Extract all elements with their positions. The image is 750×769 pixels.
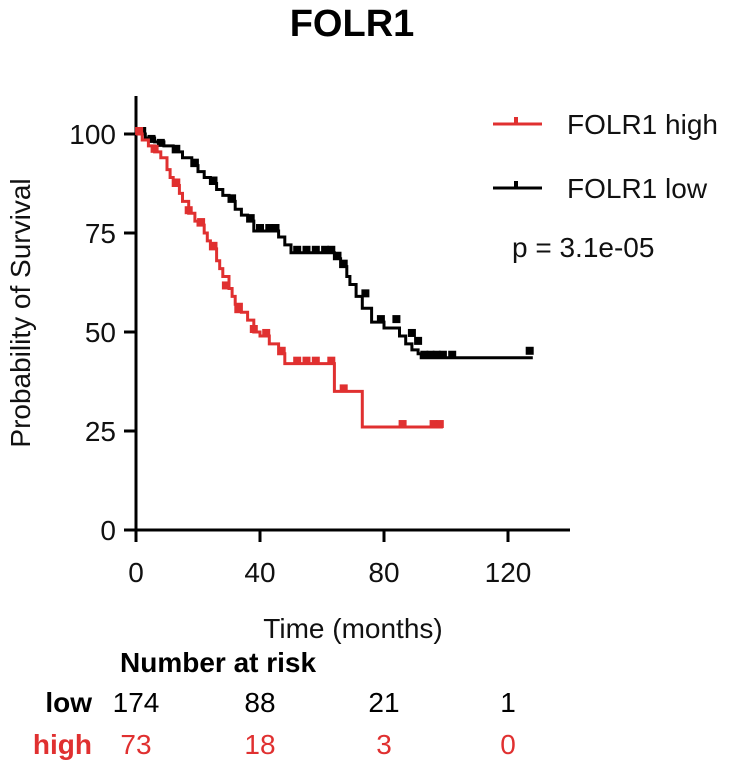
p-value-annotation: p = 3.1e-05 xyxy=(512,232,654,263)
legend-item-low: FOLR1 low xyxy=(493,173,708,204)
censor-mark-high xyxy=(302,356,311,365)
censor-mark-low xyxy=(172,144,181,153)
risk-table-title: Number at risk xyxy=(120,647,316,678)
x-tick-label: 80 xyxy=(368,557,399,588)
risk-value: 3 xyxy=(376,729,392,760)
x-axis-ticks: 0 40 80 120 xyxy=(128,530,531,588)
risk-row-low: low 174 88 21 1 xyxy=(45,687,515,718)
censor-mark-low xyxy=(432,350,441,359)
y-tick-label: 0 xyxy=(100,515,116,546)
series-layer xyxy=(135,127,534,429)
censor-mark-low xyxy=(147,134,156,143)
y-tick-label: 75 xyxy=(85,218,116,249)
y-axis-label: Probability of Survival xyxy=(5,178,36,447)
censor-mark-high xyxy=(150,144,159,153)
censor-mark-high xyxy=(327,356,336,365)
censor-mark-low xyxy=(190,158,199,167)
censor-mark-low xyxy=(448,350,457,359)
censor-mark-low xyxy=(339,259,348,268)
censor-mark-low xyxy=(311,245,320,254)
risk-row-label: high xyxy=(33,729,92,760)
y-tick-label: 25 xyxy=(85,416,116,447)
censor-mark-low xyxy=(228,194,237,203)
legend-label-low: FOLR1 low xyxy=(567,173,708,204)
risk-table: Number at risk low 174 88 21 1 high 73 18 3 0 xyxy=(33,647,516,760)
censor-mark-high xyxy=(277,346,286,355)
legend-item-high: FOLR1 high xyxy=(493,109,718,140)
censor-mark-high xyxy=(184,206,193,215)
x-tick-label: 40 xyxy=(244,557,275,588)
y-tick-label: 50 xyxy=(85,317,116,348)
survival-curve-high xyxy=(136,132,443,429)
risk-value: 174 xyxy=(113,687,160,718)
y-axis-ticks: 0 25 50 75 100 xyxy=(69,119,136,546)
censor-mark-low xyxy=(392,315,401,324)
censor-mark-low xyxy=(265,224,274,233)
censor-mark-low xyxy=(321,245,330,254)
y-tick-label: 100 xyxy=(69,119,116,150)
censor-mark-low xyxy=(271,224,280,233)
legend: FOLR1 high FOLR1 low p = 3.1e-05 xyxy=(493,109,718,263)
risk-value: 73 xyxy=(120,729,151,760)
censor-mark-high xyxy=(262,328,271,337)
censor-mark-low xyxy=(256,224,264,233)
series-high xyxy=(135,127,444,429)
censor-mark-high xyxy=(135,127,144,135)
censor-mark-low xyxy=(333,251,342,260)
legend-censor-mark-high xyxy=(514,117,518,124)
censor-mark-low xyxy=(302,245,311,254)
censor-mark-high xyxy=(339,384,348,393)
censor-mark-high xyxy=(293,356,302,365)
censor-mark-low xyxy=(420,350,429,359)
censor-mark-high xyxy=(172,178,181,187)
x-axis-label: Time (months) xyxy=(263,613,442,644)
x-tick-label: 120 xyxy=(485,557,532,588)
censor-mark-high xyxy=(429,420,438,429)
risk-row-label: low xyxy=(45,687,92,718)
censor-mark-low xyxy=(414,336,423,345)
legend-label-high: FOLR1 high xyxy=(567,109,718,140)
censor-mark-high xyxy=(197,218,206,227)
chart-title: FOLR1 xyxy=(290,3,415,45)
censor-mark-low xyxy=(209,176,218,185)
risk-value: 1 xyxy=(500,687,516,718)
risk-value: 18 xyxy=(244,729,275,760)
risk-value: 88 xyxy=(244,687,275,718)
censor-mark-low xyxy=(525,346,534,355)
censor-mark-high xyxy=(209,241,218,250)
censor-mark-low xyxy=(246,214,255,223)
censor-mark-low xyxy=(426,350,435,359)
censor-mark-low xyxy=(361,289,370,298)
censor-mark-high xyxy=(221,281,230,290)
censor-mark-high xyxy=(249,325,258,333)
series-low xyxy=(136,127,534,360)
censor-mark-high xyxy=(398,420,407,429)
censor-mark-low xyxy=(327,245,336,254)
censor-mark-high xyxy=(435,420,444,429)
risk-row-high: high 73 18 3 0 xyxy=(33,729,516,760)
x-tick-label: 0 xyxy=(128,557,144,588)
censor-mark-low xyxy=(293,245,302,254)
censor-mark-low xyxy=(376,315,385,324)
risk-value: 21 xyxy=(368,687,399,718)
risk-value: 0 xyxy=(500,729,516,760)
censor-mark-low xyxy=(156,138,165,147)
censor-mark-high xyxy=(234,305,243,314)
legend-censor-mark-low xyxy=(514,181,518,188)
censor-mark-low xyxy=(438,350,447,359)
risk-table-rows: low 174 88 21 1 high 73 18 3 0 xyxy=(33,687,516,760)
censor-mark-high xyxy=(311,356,320,365)
censor-mark-low xyxy=(407,328,416,337)
